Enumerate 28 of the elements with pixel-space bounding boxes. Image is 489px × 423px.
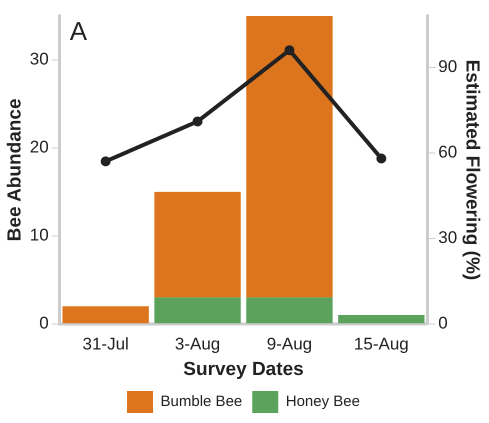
y2-tick-label: 60 [438, 142, 458, 162]
x-tick-label: 9-Aug [266, 334, 312, 354]
x-axis-title: Survey Dates [183, 358, 304, 380]
bar [154, 192, 241, 298]
y-tick-label: 10 [30, 226, 49, 245]
annotation: A [70, 16, 88, 46]
y-tick-label: 20 [30, 138, 49, 157]
bar [246, 297, 333, 324]
bar [154, 297, 241, 324]
y2-axis-title: Estimated Flowering (%) [461, 60, 482, 280]
point [284, 45, 294, 56]
point [100, 156, 111, 166]
x-tick-label: 31-Jul [82, 334, 129, 354]
bar [62, 306, 149, 324]
y2-tick-label: 90 [438, 56, 458, 76]
bar [246, 16, 333, 298]
bar [338, 315, 425, 324]
y-tick-label: 30 [30, 50, 49, 69]
x-tick-label: 3-Aug [174, 334, 220, 354]
y-tick-label: 0 [39, 313, 49, 332]
point [192, 116, 203, 126]
y2-tick-label: 30 [438, 228, 458, 247]
point [376, 154, 386, 164]
x-tick-label: 15-Aug [354, 334, 409, 354]
y-axis-title: Bee Abundance [4, 98, 26, 242]
legend-label: Honey Bee [286, 393, 360, 410]
y2-tick-label: 0 [438, 313, 448, 332]
legend-label: Bumble Bee [160, 393, 242, 410]
